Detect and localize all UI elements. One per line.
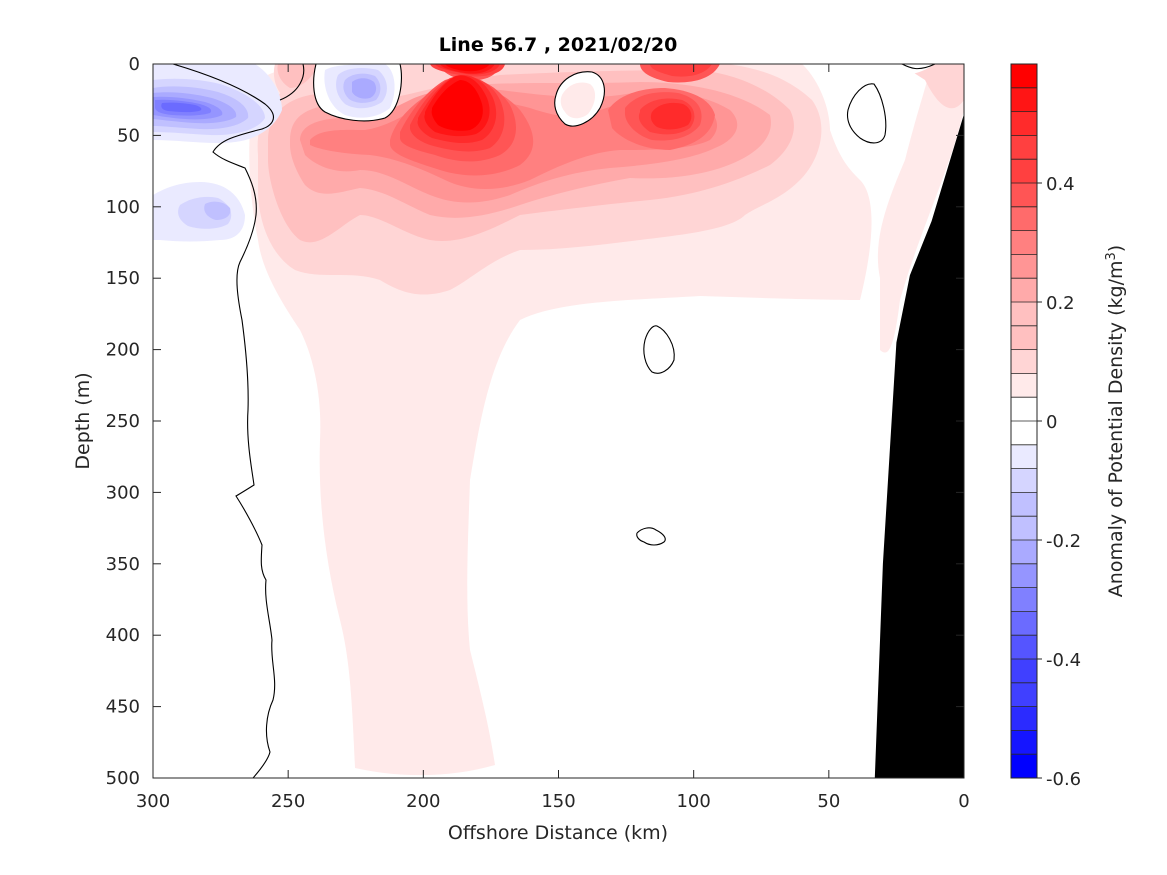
colorbar-tick-label: -0.6 <box>1046 769 1081 790</box>
contour-fields <box>153 64 964 776</box>
y-tick-label: 200 <box>106 340 140 361</box>
x-axis-label: Offshore Distance (km) <box>448 822 668 844</box>
colorbar-swatch <box>1011 302 1037 327</box>
x-tick-label: 50 <box>817 791 840 812</box>
x-tick-label: 0 <box>958 791 969 812</box>
zero-contour-line <box>636 527 666 546</box>
zero-contour-line <box>313 64 403 122</box>
colorbar-tick-label: 0 <box>1046 412 1057 433</box>
contour-level-band <box>650 64 712 77</box>
colorbar-tick-label: -0.4 <box>1046 650 1081 671</box>
chart-title: Line 56.7 , 2021/02/20 <box>439 34 678 56</box>
y-tick-label: 500 <box>106 768 140 789</box>
contour-level-band <box>204 201 231 220</box>
bathymetry-seafloor <box>874 114 964 778</box>
x-tick-label: 100 <box>676 791 710 812</box>
contour-level-band <box>643 325 675 374</box>
y-tick-label: 50 <box>117 125 140 146</box>
zero-contour-line <box>846 83 887 144</box>
colorbar-swatch <box>1011 730 1037 755</box>
colorbar-swatch <box>1011 421 1037 446</box>
contour-level-band <box>445 64 490 72</box>
contour-level-band <box>161 102 202 113</box>
colorbar-swatch <box>1011 516 1037 541</box>
colorbar-tick-label: 0.4 <box>1046 174 1075 195</box>
colorbar-swatch <box>1011 159 1037 184</box>
zero-contour-lines <box>172 64 936 778</box>
contour-level-band <box>352 78 377 99</box>
colorbar-ticks: 0.4 0.2 0 -0.2 -0.4 -0.6 <box>1037 174 1081 790</box>
contour-level-band <box>900 64 964 109</box>
y-tick-label: 300 <box>106 482 140 503</box>
zero-contour-line <box>172 64 276 778</box>
y-tick-label: 0 <box>129 54 140 75</box>
colorbar-swatch <box>1011 587 1037 612</box>
colorbar-swatch <box>1011 492 1037 517</box>
zero-contour-line <box>554 71 605 127</box>
zero-contour-line <box>643 325 675 374</box>
zero-contour-line <box>901 64 936 70</box>
colorbar-swatch <box>1011 64 1037 89</box>
colorbar-swatch <box>1011 444 1037 470</box>
colorbar-swatch <box>1011 254 1037 279</box>
y-tick-label: 250 <box>106 411 140 432</box>
colorbar <box>1010 63 1038 779</box>
colorbar-swatch <box>1011 659 1037 684</box>
colorbar-swatch <box>1011 278 1037 303</box>
colorbar-swatch <box>1011 230 1037 255</box>
x-tick-label: 300 <box>136 791 170 812</box>
colorbar-swatch <box>1011 468 1037 493</box>
y-axis-label: Depth (m) <box>72 372 94 469</box>
contour-level-band <box>847 83 886 143</box>
y-tick-label: 100 <box>106 197 140 218</box>
colorbar-swatch <box>1011 397 1037 422</box>
contour-level-band <box>650 102 692 130</box>
contour-level-band <box>431 80 483 131</box>
colorbar-swatch <box>1011 635 1037 660</box>
y-tick-label: 450 <box>106 697 140 718</box>
colorbar-swatch <box>1011 87 1037 113</box>
y-tick-label: 150 <box>106 268 140 289</box>
x-tick-label: 150 <box>541 791 575 812</box>
colorbar-swatch <box>1011 183 1037 208</box>
colorbar-swatch <box>1011 706 1037 731</box>
x-axis: 300 250 200 150 100 50 0 <box>136 64 970 812</box>
x-tick-label: 250 <box>271 791 305 812</box>
y-tick-label: 350 <box>106 554 140 575</box>
colorbar-swatch <box>1011 111 1037 136</box>
colorbar-label: Anomaly of Potential Density (kg/m3) <box>1104 245 1127 597</box>
contour-level-band <box>636 527 666 545</box>
colorbar-swatch <box>1011 611 1037 636</box>
zero-contour-line <box>264 64 305 101</box>
colorbar-tick-label: 0.2 <box>1046 293 1075 314</box>
contour-level-band <box>277 64 318 88</box>
colorbar-swatch <box>1011 563 1037 589</box>
colorbar-swatch <box>1011 325 1037 351</box>
colorbar-swatch <box>1011 540 1037 565</box>
colorbar-swatch <box>1011 206 1037 232</box>
y-tick-label: 400 <box>106 625 140 646</box>
colorbar-swatch <box>1011 135 1037 160</box>
colorbar-tick-label: -0.2 <box>1046 531 1081 552</box>
colorbar-swatch <box>1011 754 1037 779</box>
y-axis: 0 50 100 150 200 250 300 350 400 450 500 <box>106 54 964 789</box>
x-tick-label: 200 <box>406 791 440 812</box>
contour-level-band <box>560 82 596 119</box>
colorbar-swatch <box>1011 682 1037 708</box>
colorbar-swatch <box>1011 373 1037 398</box>
colorbar-swatch <box>1011 349 1037 374</box>
contour-level-band <box>877 64 964 353</box>
